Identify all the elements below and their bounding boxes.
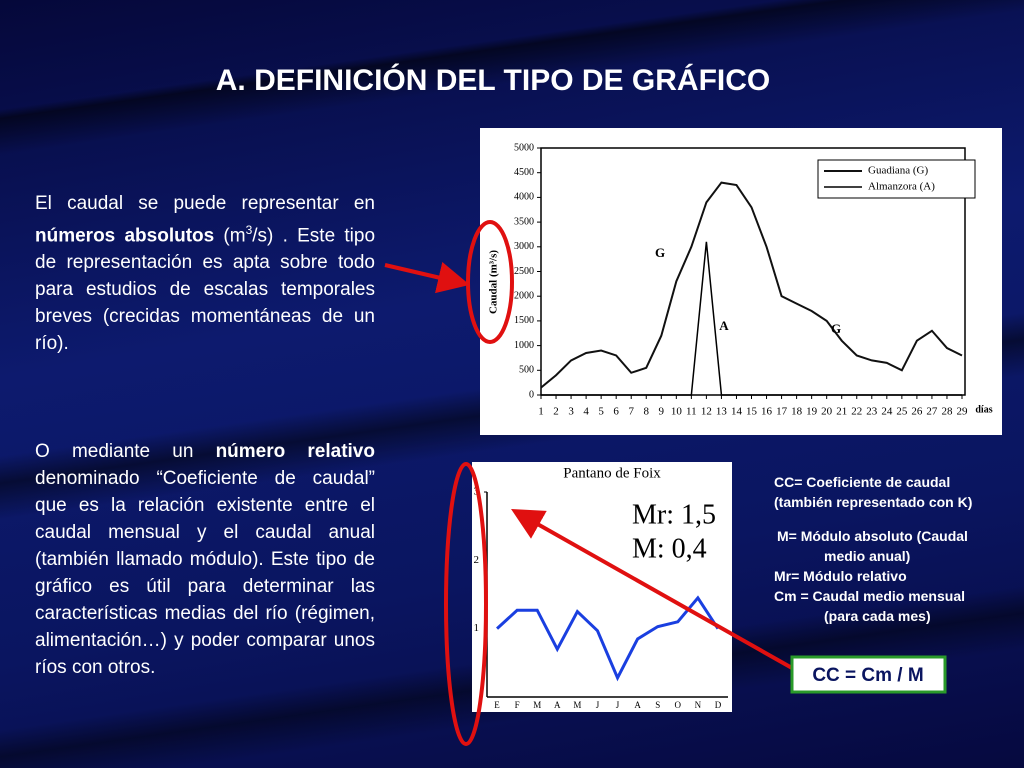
annotation: G (831, 321, 841, 336)
note-line: medio anual) (824, 548, 911, 564)
x-tick-label: 18 (791, 406, 803, 418)
x-tick-label: 24 (881, 406, 893, 418)
text: (m (214, 225, 246, 247)
x-tick-label: 1 (538, 406, 544, 418)
note-line: M= Módulo absoluto (Caudal (777, 528, 968, 544)
x-tick-label: 29 (957, 406, 969, 418)
x-tick-label: A (554, 700, 561, 710)
y-tick-label: 5000 (514, 142, 534, 153)
x-tick-label: 25 (896, 406, 908, 418)
y-tick-label: 2 (474, 554, 480, 566)
annotation: M: 0,4 (632, 533, 707, 564)
x-tick-label: F (515, 700, 520, 710)
x-tick-label: O (675, 700, 682, 710)
text: El caudal se puede representar en (35, 193, 375, 214)
chart: 0 500 1000 1500 2000 2500 3000 3500 4000 4500 5000… (488, 142, 993, 417)
x-tick-label: D (715, 700, 722, 710)
annotation: A (719, 318, 729, 333)
arrow (511, 509, 793, 670)
x-tick-label: M (533, 700, 541, 710)
x-tick-label: 5 (598, 406, 604, 418)
data-line (541, 241, 962, 396)
x-tick-label: M (573, 700, 581, 710)
x-tick-label: 28 (941, 406, 953, 418)
y-tick-label: 4500 (514, 167, 534, 178)
x-tick-label: 8 (644, 406, 650, 418)
y-axis-label: Caudal (m³/s) (488, 250, 500, 314)
x-tick-label: 7 (628, 406, 634, 418)
x-axis-label: días (975, 404, 992, 415)
note-line: Cm = Caudal medio mensual (774, 588, 965, 604)
note-line: (para cada mes) (824, 608, 931, 624)
y-tick-label: 0 (529, 389, 534, 400)
chart-title: Pantano de Foix (563, 465, 661, 481)
y-tick-label: 1000 (514, 340, 534, 351)
x-tick-label: 26 (911, 406, 923, 418)
text: /s) . Este tipo de representación es apt… (35, 225, 376, 355)
x-tick-label: 22 (851, 406, 862, 418)
x-tick-label: 15 (746, 406, 758, 418)
text: denominado “Coeficiente de caudal” que e… (35, 468, 375, 678)
x-tick-label: 9 (659, 406, 665, 418)
note-line: (también representado con K) (774, 494, 973, 510)
x-tick-label: 10 (671, 406, 683, 418)
text: O mediante un (35, 441, 216, 462)
arrow (384, 261, 470, 294)
x-tick-label: 13 (716, 406, 728, 418)
annotation: G (655, 245, 665, 260)
paragraph: O mediante un número relativo denominado… (35, 438, 375, 681)
x-tick-label: A (634, 700, 641, 710)
highlight-ellipse (444, 462, 488, 746)
formula: CC = Cm / M (812, 665, 923, 686)
note-line: CC= Coeficiente de caudal (774, 474, 951, 490)
data-line (496, 595, 720, 682)
x-tick-label: 2 (553, 406, 559, 418)
note-line: Mr= Módulo relativo (774, 568, 907, 584)
bold-text: número relativo (215, 441, 375, 462)
x-tick-label: N (695, 700, 702, 710)
superscript: 3 (245, 223, 253, 237)
legend-box (817, 159, 976, 199)
paragraph: El caudal se puede representar en número… (35, 190, 375, 357)
x-tick-label: J (596, 700, 600, 710)
legend-label: Almanzora (A) (868, 181, 935, 193)
y-tick-label: 3500 (514, 216, 534, 227)
x-tick-label: 27 (926, 406, 938, 418)
legend-label: Guadiana (G) (868, 165, 929, 177)
slide-title: A. DEFINICIÓN DEL TIPO DE GRÁFICO (216, 63, 770, 97)
chart-panel (472, 462, 732, 712)
y-tick-label: 2000 (514, 290, 534, 301)
formula-box (790, 655, 947, 694)
bold-text: números absolutos (35, 225, 215, 247)
x-tick-label: 21 (836, 406, 847, 418)
x-tick-label: 11 (686, 406, 697, 418)
x-tick-label: 12 (701, 406, 712, 418)
y-tick-label: 1500 (514, 315, 534, 326)
x-tick-label: S (655, 700, 660, 710)
x-tick-label: 14 (731, 406, 743, 418)
y-tick-label: 3000 (514, 241, 534, 252)
data-line (540, 181, 963, 389)
y-tick-label: 1 (474, 622, 480, 634)
x-tick-label: 20 (821, 406, 833, 418)
x-tick-label: 19 (806, 406, 818, 418)
x-tick-label: 6 (613, 406, 619, 418)
x-tick-label: 23 (866, 406, 878, 418)
y-tick-label: 500 (519, 365, 534, 376)
x-tick-label: 4 (583, 406, 589, 418)
x-tick-label: E (494, 700, 500, 710)
x-tick-label: 16 (761, 406, 773, 418)
x-tick-label: 17 (776, 406, 788, 418)
y-tick-label: 4000 (514, 192, 534, 203)
x-tick-label: J (616, 700, 620, 710)
y-tick-label: 2500 (514, 266, 534, 277)
notes: CC= Coeficiente de caudal (también repres… (774, 472, 972, 626)
annotation: Mr: 1,5 (632, 499, 716, 530)
x-tick-label: 3 (568, 406, 574, 418)
